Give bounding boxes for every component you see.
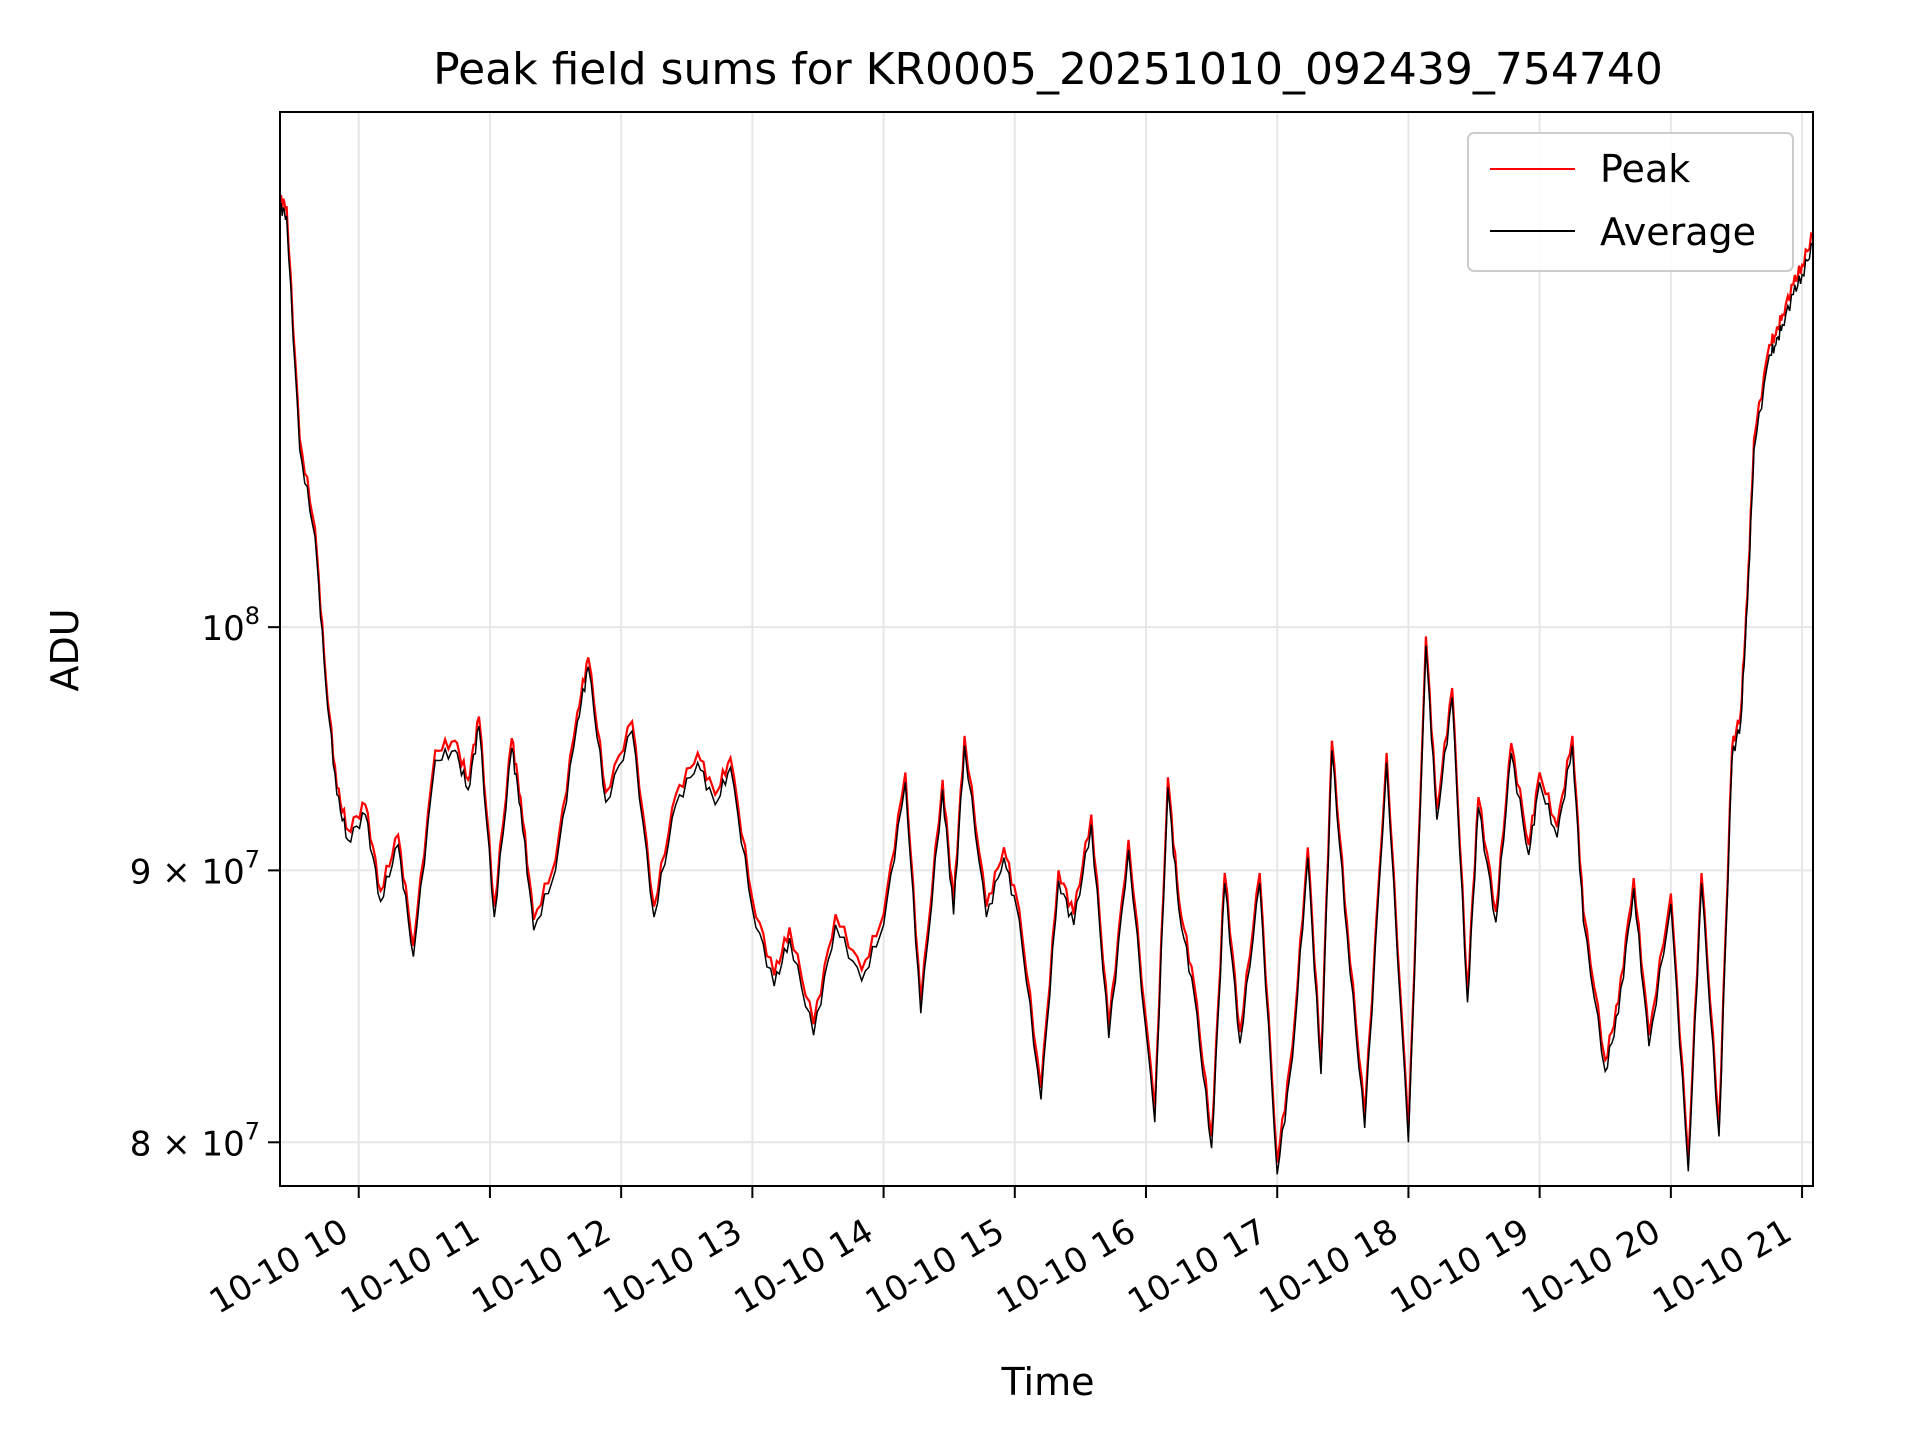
- x-axis-label: Time: [1001, 1360, 1095, 1404]
- legend-average-label: Average: [1600, 210, 1756, 254]
- chart-title: Peak field sums for KR0005_20251010_0924…: [433, 44, 1663, 95]
- y-tick-label: 108: [201, 602, 260, 649]
- y-tick-label: 9 × 107: [130, 845, 260, 892]
- axes-frame: [279, 111, 1814, 1187]
- legend-box: [1467, 132, 1794, 272]
- plot-area: [280, 194, 1813, 1175]
- average-series-line: [280, 202, 1813, 1175]
- legend: Peak Average: [1467, 132, 1794, 272]
- legend-peak-label: Peak: [1600, 147, 1690, 191]
- y-axis-label: ADU: [43, 608, 87, 691]
- y-tick-label: 8 × 107: [130, 1117, 260, 1164]
- y-axis-ticks: 8 × 107 9 × 107 108: [130, 602, 280, 1164]
- peak-series-line: [280, 194, 1813, 1163]
- gridlines: [280, 112, 1813, 1186]
